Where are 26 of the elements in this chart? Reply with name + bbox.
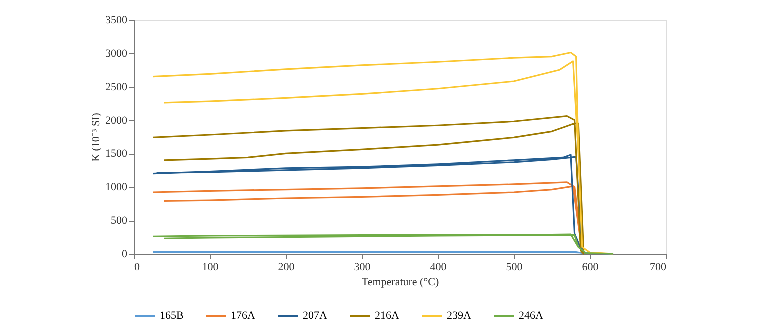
y-tick-label: 1500 bbox=[106, 148, 128, 160]
x-tick-label: 300 bbox=[354, 262, 372, 274]
legend-label: 239A bbox=[447, 310, 472, 322]
y-axis-title: K (10⁻³ SI) bbox=[90, 112, 102, 162]
y-tick-label: 0 bbox=[122, 248, 128, 260]
legend-label: 207A bbox=[303, 310, 328, 322]
legend-label: 176A bbox=[231, 310, 256, 322]
x-tick-label: 600 bbox=[582, 262, 600, 274]
y-tick-label: 2000 bbox=[106, 114, 128, 127]
x-tick-label: 400 bbox=[430, 262, 448, 274]
legend-label: 246A bbox=[519, 310, 544, 322]
legend-label: 165B bbox=[160, 310, 184, 322]
x-tick-label: 100 bbox=[202, 262, 220, 274]
x-tick-label: 200 bbox=[278, 262, 296, 274]
x-tick-label: 500 bbox=[506, 262, 524, 274]
line-series bbox=[152, 234, 614, 255]
y-tick-label: 2500 bbox=[106, 81, 128, 94]
x-tick-label: 700 bbox=[650, 262, 667, 274]
y-tick-label: 3000 bbox=[106, 48, 128, 60]
line-series bbox=[152, 115, 585, 255]
y-tick-label: 500 bbox=[111, 215, 128, 228]
x-axis-title: Temperature (°C) bbox=[362, 276, 440, 288]
y-tick-label: 1000 bbox=[106, 182, 128, 194]
x-tick-label: 0 bbox=[134, 262, 140, 274]
legend-label: 216A bbox=[375, 310, 400, 322]
y-tick-label: 3500 bbox=[106, 14, 128, 26]
